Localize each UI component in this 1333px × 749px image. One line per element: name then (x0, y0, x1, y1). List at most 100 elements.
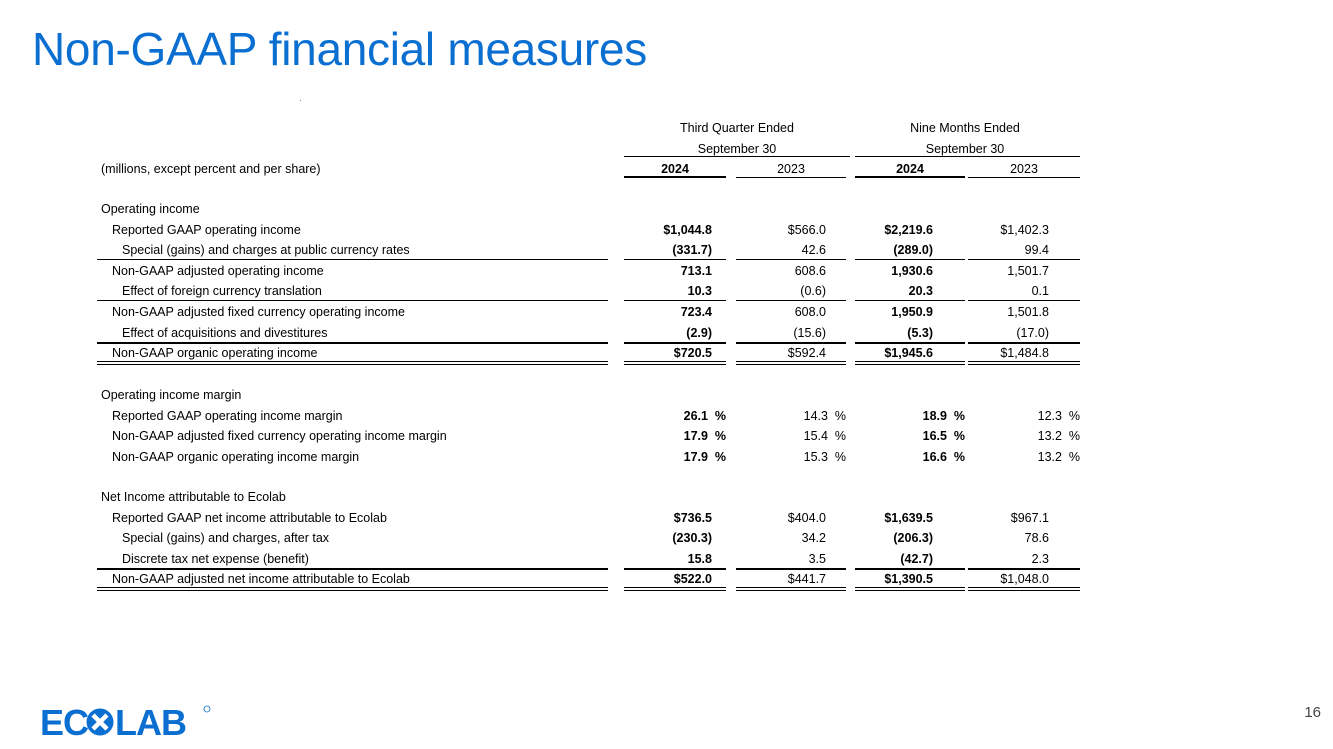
row-rule (968, 259, 1080, 261)
cell-value: $1,484.8 (1000, 346, 1049, 361)
percent-sign: % (1068, 449, 1080, 464)
cell-value: $1,402.3 (1000, 222, 1049, 237)
cell-value: $404.0 (787, 510, 826, 525)
total-rule (97, 361, 608, 363)
cell-value: 99.4 (1024, 243, 1049, 258)
row-label: Non-GAAP adjusted operating income (112, 263, 324, 278)
total-rule (736, 590, 846, 592)
total-top-rule (968, 343, 1080, 345)
row-rule (968, 341, 1080, 343)
cell-value: 16.6 (922, 449, 947, 464)
group2-header-rule (855, 156, 1080, 157)
cell-value: 78.6 (1024, 531, 1049, 546)
row-label: Special (gains) and charges, after tax (122, 531, 330, 546)
percent-sign: % (834, 429, 846, 444)
group1-header-line1: Third Quarter Ended (680, 121, 794, 135)
row-rule (736, 341, 846, 343)
cell-value: 12.3 (1037, 408, 1062, 423)
percent-sign: % (714, 429, 726, 444)
cell-value: $1,048.0 (1000, 572, 1049, 587)
cell-value: 723.4 (680, 305, 712, 319)
row-label: Non-GAAP organic operating income margin (112, 449, 360, 464)
row-label: Non-GAAP adjusted net income attributabl… (112, 572, 410, 587)
cell-value: $1,639.5 (884, 510, 933, 525)
row-label: Non-GAAP organic operating income (112, 346, 318, 361)
row-rule (736, 259, 846, 261)
cell-value: 1,930.6 (891, 263, 933, 278)
cell-value: 13.2 (1037, 429, 1062, 444)
total-top-rule (968, 569, 1080, 571)
col-rule-1 (624, 176, 726, 178)
row-label: Non-GAAP adjusted fixed currency operati… (112, 305, 405, 319)
row-rule (624, 567, 726, 569)
row-label: Non-GAAP adjusted fixed currency operati… (112, 429, 447, 444)
section-heading: Operating income (101, 202, 200, 216)
units-label: (millions, except percent and per share) (101, 162, 321, 176)
percent-sign: % (834, 408, 846, 423)
total-top-rule (624, 569, 726, 571)
row-rule (968, 300, 1080, 302)
col-header-q-2023: 2023 (777, 162, 805, 176)
group2-header-line2: September 30 (925, 142, 1005, 156)
row-rule (97, 259, 608, 261)
total-rule (624, 361, 726, 363)
cell-value: (5.3) (907, 325, 933, 340)
cell-value: 20.3 (908, 284, 933, 299)
row-label: Effect of acquisitions and divestitures (122, 325, 328, 340)
col-header-9m-2024: 2024 (896, 162, 924, 176)
cell-value: (2.9) (686, 325, 712, 340)
group1-header-rule (624, 156, 850, 157)
stray-mark (300, 100, 301, 101)
total-rule (97, 587, 608, 589)
total-rule (736, 364, 846, 366)
cell-value: 1,501.7 (1007, 263, 1049, 278)
row-rule (855, 567, 965, 569)
cell-value: 15.3 (803, 449, 828, 464)
row-label: Reported GAAP operating income (112, 222, 301, 237)
row-rule (855, 341, 965, 343)
cell-value: $2,219.6 (884, 222, 933, 237)
cell-value: 10.3 (687, 284, 712, 299)
total-rule (736, 361, 846, 363)
cell-value: 608.6 (794, 263, 826, 278)
section-heading: Operating income margin (101, 388, 242, 402)
cell-value: (0.6) (800, 284, 826, 299)
cell-value: 34.2 (801, 531, 826, 546)
cell-value: 2.3 (1031, 551, 1049, 566)
col-rule-3 (855, 176, 965, 178)
total-top-rule (855, 343, 965, 345)
cell-value: $736.5 (673, 510, 712, 525)
col-rule-4 (968, 177, 1080, 178)
row-rule (968, 567, 1080, 569)
cell-value: $566.0 (787, 222, 826, 237)
total-top-rule (855, 569, 965, 571)
cell-value: (206.3) (893, 531, 933, 546)
row-rule (624, 300, 726, 302)
total-rule (736, 587, 846, 589)
cell-value: 15.4 (803, 429, 828, 444)
cell-value: $1,945.6 (884, 346, 933, 361)
cell-value: (17.0) (1016, 325, 1049, 340)
percent-sign: % (953, 429, 965, 444)
total-rule (624, 590, 726, 592)
col-header-9m-2023: 2023 (1010, 162, 1038, 176)
group1-header-line2: September 30 (697, 142, 777, 156)
row-label: Discrete tax net expense (benefit) (122, 551, 309, 566)
cell-value: 17.9 (683, 449, 708, 464)
total-top-rule (97, 343, 608, 345)
cell-value: $441.7 (787, 572, 826, 587)
cell-value: 13.2 (1037, 449, 1062, 464)
row-rule (855, 259, 965, 261)
col-header-q-2024: 2024 (661, 162, 689, 176)
cell-value: 1,501.8 (1007, 305, 1049, 319)
cell-value: 1,950.9 (891, 305, 933, 319)
row-rule (97, 300, 608, 302)
total-rule (855, 364, 965, 366)
total-rule (855, 590, 965, 592)
cell-value: 42.6 (801, 243, 826, 258)
percent-sign: % (834, 449, 846, 464)
percent-sign: % (953, 449, 965, 464)
percent-sign: % (1068, 408, 1080, 423)
page-number: 16 (1304, 704, 1321, 721)
percent-sign: % (1068, 429, 1080, 444)
